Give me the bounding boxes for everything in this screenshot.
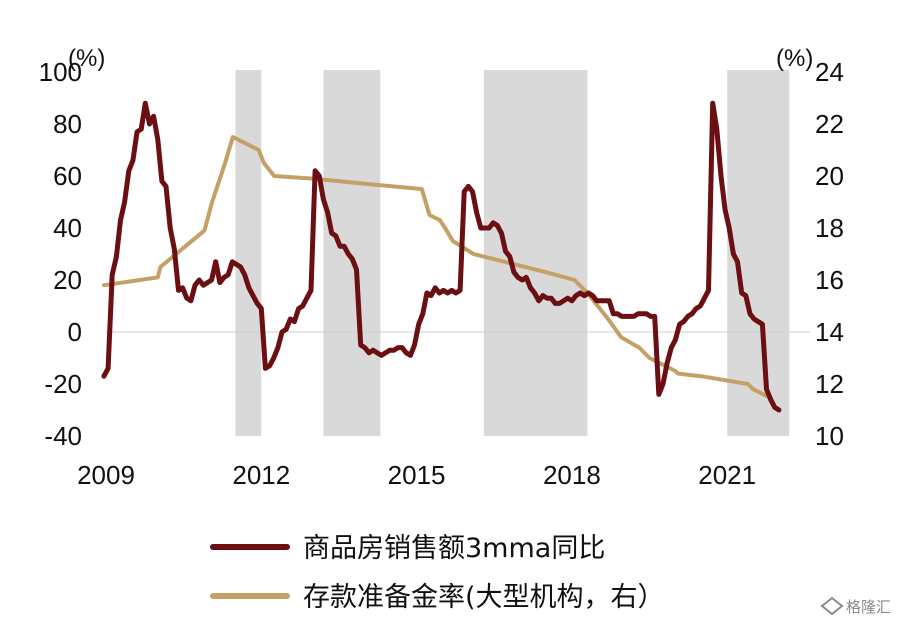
watermark-logo: 格隆汇 [820, 596, 891, 616]
watermark-text: 格隆汇 [846, 598, 891, 616]
right-tick-label-6: 22 [815, 109, 844, 139]
right-tick-label-4: 18 [815, 213, 844, 243]
left-tick-label-2: 0 [68, 317, 82, 347]
x-tick-label-2: 2015 [388, 460, 446, 490]
x-tick-label-1: 2012 [232, 460, 290, 490]
legend-label-sales: 商品房销售额3mma同比 [303, 533, 605, 564]
left-tick-label-4: 40 [53, 213, 82, 243]
right-tick-label-5: 20 [815, 161, 844, 191]
right-tick-label-7: 24 [815, 57, 844, 87]
watermark-logo-icon [820, 596, 844, 616]
x-tick-label-0: 2009 [77, 460, 135, 490]
right-tick-label-2: 14 [815, 317, 844, 347]
shaded-period-3 [727, 70, 790, 436]
left-tick-label-1: -20 [44, 369, 82, 399]
left-axis-unit: (%) [68, 45, 105, 72]
legend-label-rrr: 存款准备金率(大型机构，右） [303, 582, 665, 613]
shaded-period-1 [323, 70, 381, 436]
left-tick-label-6: 80 [53, 109, 82, 139]
series-line-1 [101, 135, 771, 399]
right-tick-label-0: 10 [815, 421, 844, 451]
x-tick-label-3: 2018 [543, 460, 601, 490]
right-tick-label-3: 16 [815, 265, 844, 295]
left-tick-label-5: 60 [53, 161, 82, 191]
right-tick-label-1: 12 [815, 369, 844, 399]
series-lines [101, 100, 782, 413]
left-tick-label-7: 100 [39, 57, 82, 87]
legend: 商品房销售额3mma同比 存款准备金率(大型机构，右） [210, 533, 665, 613]
x-tick-label-4: 2021 [698, 460, 756, 490]
shaded-period-2 [483, 70, 588, 436]
left-tick-label-0: -40 [44, 421, 82, 451]
shaded-periods [235, 70, 790, 436]
series-line-0 [101, 100, 782, 413]
right-axis-unit: (%) [776, 45, 813, 72]
left-tick-label-3: 20 [53, 265, 82, 295]
shaded-period-0 [235, 70, 262, 436]
